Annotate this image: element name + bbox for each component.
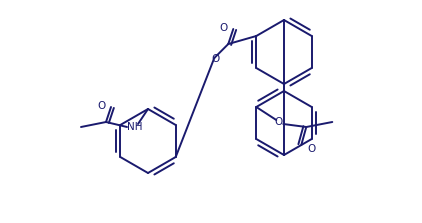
Text: O: O: [219, 23, 227, 33]
Text: O: O: [307, 144, 315, 154]
Text: O: O: [211, 54, 219, 64]
Text: NH: NH: [127, 122, 143, 132]
Text: O: O: [97, 101, 105, 111]
Text: O: O: [274, 117, 282, 127]
